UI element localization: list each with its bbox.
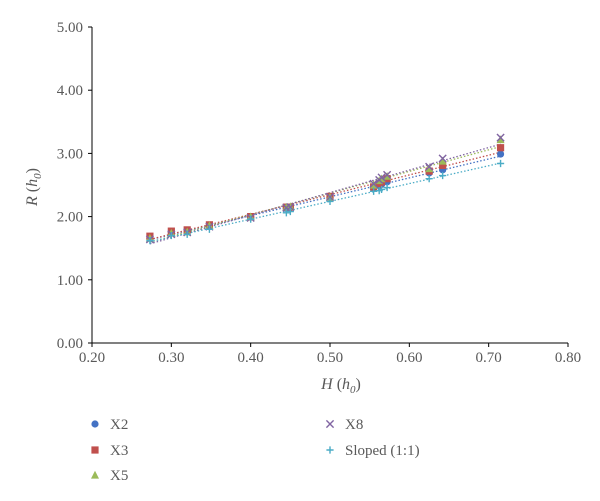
data-point <box>377 173 386 182</box>
legend-marker <box>326 446 334 454</box>
data-point <box>205 221 214 230</box>
data-point <box>496 135 505 144</box>
x-tick-label: 0.50 <box>317 350 343 366</box>
series-4-points <box>146 159 505 245</box>
trendline-series-0 <box>149 155 501 241</box>
data-point <box>438 156 447 165</box>
data-point <box>439 171 447 180</box>
legend-item-0: X2 <box>91 417 128 433</box>
series-3-points <box>145 133 505 244</box>
data-point <box>425 164 434 173</box>
data-point <box>325 192 335 202</box>
legend-item-1: X3 <box>91 443 128 459</box>
trendline-series-3 <box>149 143 501 245</box>
legend-label: X2 <box>110 417 128 433</box>
data-point <box>183 230 191 238</box>
y-tick-label: 5.00 <box>57 20 83 36</box>
data-point <box>377 185 386 194</box>
data-point <box>369 179 378 188</box>
x-tick-label: 0.30 <box>158 350 184 366</box>
series-2-points <box>145 135 505 242</box>
trendline-series-4 <box>149 162 501 243</box>
legend-label: X8 <box>345 417 363 433</box>
x-tick-label: 0.70 <box>476 350 502 366</box>
axes <box>91 27 568 344</box>
y-axis-title: R (h0) <box>24 168 44 207</box>
data-point <box>282 209 290 217</box>
data-point <box>496 144 505 152</box>
data-point <box>326 197 334 206</box>
x-tick-label: 0.40 <box>238 350 264 366</box>
data-point <box>286 203 295 212</box>
data-point <box>167 231 175 240</box>
x-tick-label: 0.60 <box>396 350 422 366</box>
data-points <box>145 133 505 245</box>
legend-label: Sloped (1:1) <box>345 443 420 459</box>
data-point <box>383 170 392 179</box>
legend-marker <box>91 446 99 454</box>
y-tick-label: 2.00 <box>57 210 83 226</box>
series-0-points <box>146 150 505 242</box>
data-point <box>425 162 434 171</box>
data-point <box>496 159 505 168</box>
legend-marker <box>325 419 335 429</box>
legend-label: X3 <box>110 443 128 459</box>
trendlines <box>149 143 501 245</box>
legend: X2 X3 X5 X8 Sloped (1:1) <box>91 417 420 484</box>
y-tick-label: 0.00 <box>57 336 83 352</box>
legend-marker <box>91 470 99 479</box>
legend-label: X5 <box>110 468 128 484</box>
data-point <box>439 161 447 170</box>
y-tick-label: 1.00 <box>57 273 83 289</box>
x-tick-label: 0.20 <box>79 350 105 366</box>
legend-item-2: X5 <box>91 468 128 484</box>
data-point <box>438 154 447 163</box>
data-point <box>205 225 214 233</box>
data-point <box>496 133 505 142</box>
x-axis-title: H (h0) <box>320 376 361 396</box>
data-point <box>496 150 505 158</box>
data-point <box>286 207 294 216</box>
data-point <box>425 175 433 183</box>
legend-item-3: X8 <box>325 417 363 433</box>
trendline-series-1 <box>149 151 501 241</box>
legend-marker <box>91 420 99 428</box>
y-tick-label: 4.00 <box>57 83 83 99</box>
data-point <box>247 215 255 223</box>
y-tick-label: 3.00 <box>57 146 83 162</box>
x-tick-label: 0.80 <box>555 350 581 366</box>
y-tick-labels: 0.00 1.00 2.00 3.00 4.00 5.00 <box>57 20 92 352</box>
x-tick-labels: 0.20 0.30 0.40 0.50 0.60 0.70 0.80 <box>79 343 581 366</box>
data-point <box>383 183 391 192</box>
data-point <box>146 237 154 245</box>
legend-item-4: Sloped (1:1) <box>326 443 420 459</box>
